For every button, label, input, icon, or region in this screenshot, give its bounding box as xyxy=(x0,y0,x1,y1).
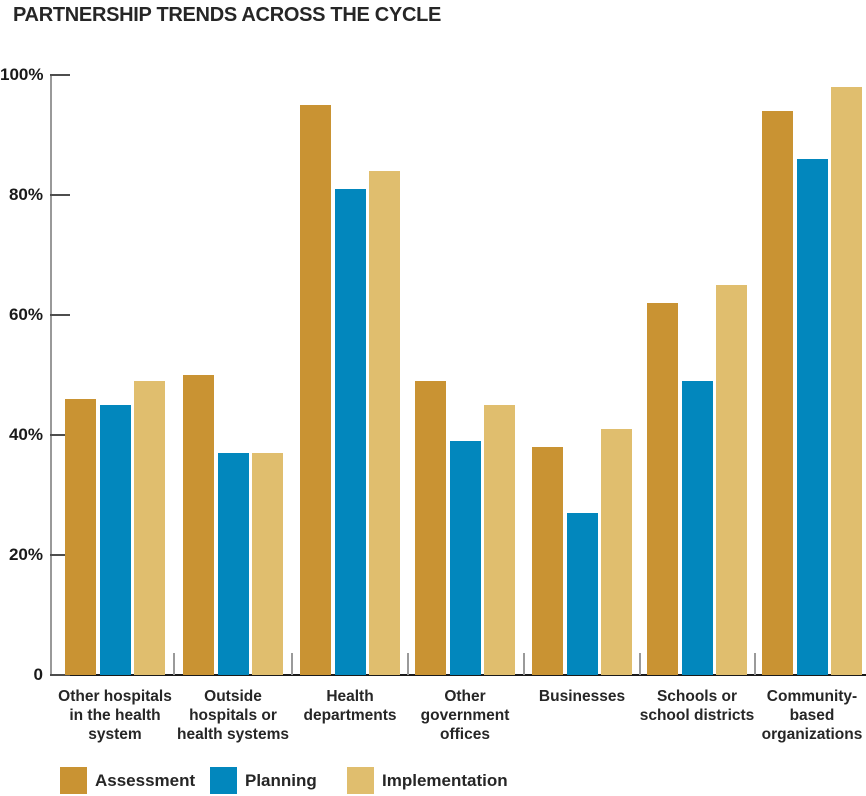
y-axis xyxy=(50,75,52,675)
x-axis xyxy=(50,674,866,676)
chart-title: PARTNERSHIP TRENDS ACROSS THE CYCLE xyxy=(13,4,442,26)
bar-implementation xyxy=(601,429,632,675)
bar-implementation xyxy=(369,171,400,675)
category-label-line: government xyxy=(420,707,510,724)
category-label-line: Businesses xyxy=(538,688,626,705)
y-tick-label: 100% xyxy=(0,65,44,84)
y-tick-label: 20% xyxy=(8,545,43,564)
category-label-line: organizations xyxy=(761,726,863,743)
y-tick-label: 0 xyxy=(33,665,43,684)
legend-swatch-planning xyxy=(210,767,237,794)
y-tick xyxy=(50,554,70,556)
x-group-tick xyxy=(522,653,525,675)
category-label: Other hospitals in the health system xyxy=(35,687,195,744)
bar-planning xyxy=(450,441,481,675)
category-label-line: Other hospitals xyxy=(58,688,172,705)
legend-label: Implementation xyxy=(382,771,508,790)
x-group-tick xyxy=(638,653,641,675)
category-label-line: based xyxy=(789,707,835,724)
bar-assessment xyxy=(65,399,96,675)
category-label: Health departments xyxy=(270,687,430,725)
category-label: Schools or school districts xyxy=(617,687,777,725)
category-label-line: Outside xyxy=(204,688,262,705)
y-tick-label: 60% xyxy=(8,305,43,324)
bar-implementation xyxy=(484,405,515,675)
bar-assessment xyxy=(762,111,793,675)
x-group-tick xyxy=(406,653,409,675)
bar-assessment xyxy=(415,381,446,675)
bar-planning xyxy=(100,405,131,675)
bar-assessment xyxy=(183,375,214,675)
bar-planning xyxy=(797,159,828,675)
category-label: Community-based organizations xyxy=(732,687,866,744)
category-label-line: Community- xyxy=(766,688,858,705)
bar-implementation xyxy=(252,453,283,675)
legend-label: Planning xyxy=(245,771,317,790)
bar-assessment xyxy=(532,447,563,675)
bar-implementation xyxy=(134,381,165,675)
category-label-line: hospitals or xyxy=(189,707,277,724)
bar-planning xyxy=(682,381,713,675)
bar-assessment xyxy=(300,105,331,675)
legend-swatch-assessment xyxy=(60,767,87,794)
category-label: Outside hospitals or health systems xyxy=(153,687,313,744)
y-tick-label: 80% xyxy=(8,185,43,204)
bar-assessment xyxy=(647,303,678,675)
category-label-line: system xyxy=(88,726,142,743)
y-tick xyxy=(50,674,70,676)
category-label-line: Other xyxy=(444,688,486,705)
bar-planning xyxy=(335,189,366,675)
category-label-line: Health xyxy=(326,688,374,705)
category-label-line: in the health xyxy=(69,707,161,724)
y-tick-label: 40% xyxy=(8,425,43,444)
x-group-tick xyxy=(753,653,756,675)
legend-swatch-implementation xyxy=(347,767,374,794)
category-label-line: school districts xyxy=(639,707,755,724)
bar-planning xyxy=(567,513,598,675)
bar-implementation xyxy=(831,87,862,675)
y-tick xyxy=(50,314,70,316)
category-label-line: departments xyxy=(303,707,397,724)
legend-label: Assessment xyxy=(95,771,196,790)
bar-planning xyxy=(218,453,249,675)
category-label-line: Schools or xyxy=(656,688,738,705)
x-group-tick xyxy=(290,653,293,675)
category-label-line: health systems xyxy=(177,726,289,743)
y-tick xyxy=(50,74,70,76)
bar-implementation xyxy=(716,285,747,675)
y-tick xyxy=(50,434,70,436)
y-tick xyxy=(50,194,70,196)
category-label: Other government offices xyxy=(385,687,545,744)
category-label-line: offices xyxy=(440,726,490,743)
category-label: Businesses xyxy=(502,687,662,706)
x-group-tick xyxy=(173,653,175,675)
